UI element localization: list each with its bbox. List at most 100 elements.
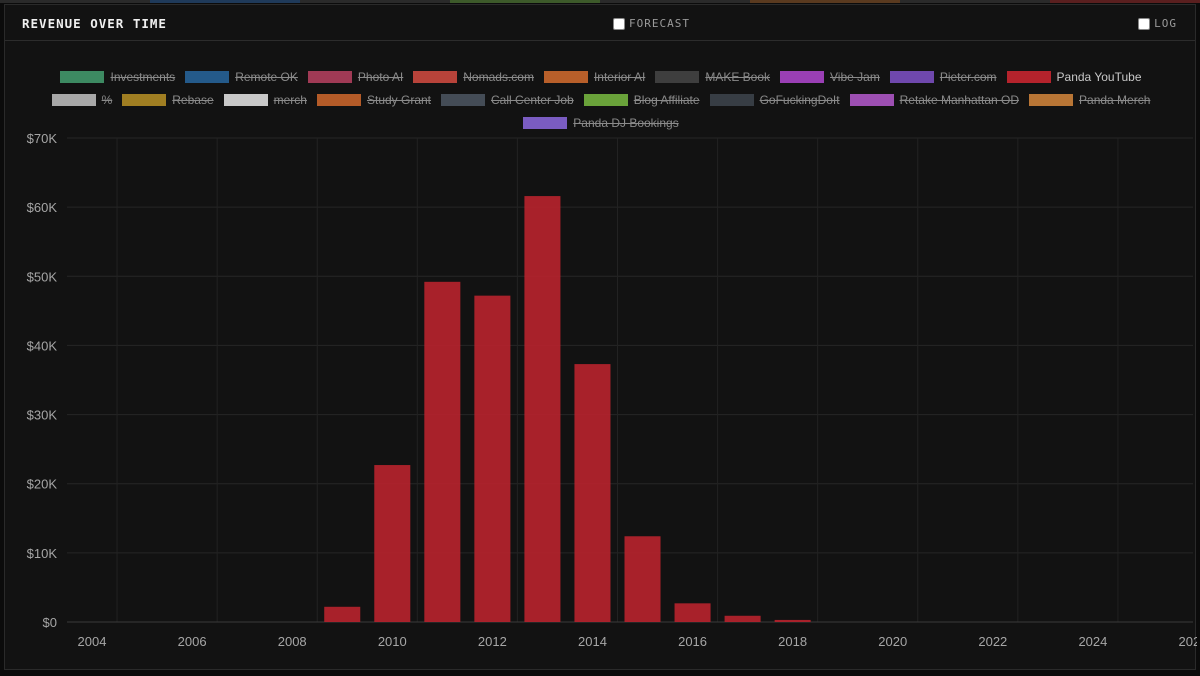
legend-swatch xyxy=(60,70,105,83)
legend-label: Retake Manhattan OD xyxy=(899,92,1020,107)
x-tick-label: 2016 xyxy=(678,634,707,649)
y-tick-label: $10K xyxy=(27,546,58,561)
bar-2014[interactable] xyxy=(574,364,611,622)
legend-swatch xyxy=(307,70,352,83)
forecast-label: FORECAST xyxy=(629,17,690,30)
x-tick-label: 2010 xyxy=(378,634,407,649)
x-tick-label: 2024 xyxy=(1078,634,1107,649)
bar-chart: $0 $10K $20K $30K $40K $50K $60K $70K 2004 2006 20… xyxy=(27,131,1197,649)
legend-item[interactable]: Panda DJ Bookings xyxy=(523,115,679,130)
legend-label: MAKE Book xyxy=(705,69,771,84)
legend-row: % Rebase merch Study Grant Call Center Job Bl… xyxy=(5,88,1197,111)
legend-item[interactable]: Rebase xyxy=(122,92,214,107)
y-tick-label: $60K xyxy=(27,200,58,215)
top-strip-segment xyxy=(1050,0,1200,3)
x-tick-label: 2006 xyxy=(178,634,207,649)
legend-swatch xyxy=(1029,93,1074,106)
x-tick-label: 2020 xyxy=(878,634,907,649)
x-tick-label: 2022 xyxy=(978,634,1007,649)
legend-item[interactable]: Pieter.com xyxy=(889,69,997,84)
y-tick-label: $0 xyxy=(43,615,57,630)
top-strip-segment xyxy=(0,0,150,3)
legend-swatch xyxy=(543,70,588,83)
legend-swatch xyxy=(1006,70,1051,83)
log-toggle[interactable]: LOG xyxy=(1138,17,1177,30)
legend-label: Vibe Jam xyxy=(830,69,880,84)
legend-item[interactable]: Panda Merch xyxy=(1029,93,1150,107)
legend-item[interactable]: Photo AI xyxy=(307,69,404,84)
legend-item[interactable]: Panda YouTube xyxy=(1006,69,1142,84)
legend-swatch xyxy=(889,70,934,83)
bar-2012[interactable] xyxy=(474,295,511,622)
legend-label: Study Grant xyxy=(366,92,432,107)
legend-label: Blog Affiliate xyxy=(633,92,700,107)
legend-swatch xyxy=(523,116,568,129)
bar-2011[interactable] xyxy=(424,281,461,622)
top-color-strip xyxy=(0,0,1200,3)
top-strip-segment xyxy=(300,0,450,3)
legend-swatch xyxy=(709,93,754,106)
y-tick-label: $50K xyxy=(27,269,58,284)
panel-title: REVENUE OVER TIME xyxy=(22,16,167,31)
legend-item[interactable]: GoFuckingDoIt xyxy=(709,93,840,107)
legend-swatch xyxy=(849,93,894,106)
legend-label: Investments xyxy=(110,69,176,84)
top-strip-segment xyxy=(900,0,1050,3)
legend-row: Investments Remote OK Photo AI Nomads.com In… xyxy=(5,65,1197,88)
x-tick-label: 2018 xyxy=(778,634,807,649)
bar-2010[interactable] xyxy=(374,465,411,622)
legend-item[interactable]: Call Center Job xyxy=(441,93,574,107)
forecast-toggle[interactable]: FORECAST xyxy=(613,17,690,30)
legend-label: Panda Merch xyxy=(1079,92,1151,107)
x-tick-label: 2012 xyxy=(478,634,507,649)
top-strip-segment xyxy=(450,0,600,3)
legend-item[interactable]: Vibe Jam xyxy=(780,70,880,84)
legend-swatch xyxy=(122,93,167,106)
legend-swatch xyxy=(316,93,361,106)
bar-2018[interactable] xyxy=(774,619,811,622)
legend-label: merch xyxy=(273,92,307,107)
forecast-checkbox[interactable] xyxy=(613,17,625,30)
bar-2015[interactable] xyxy=(624,536,661,622)
log-checkbox[interactable] xyxy=(1138,17,1151,30)
legend-item[interactable]: Nomads.com xyxy=(413,70,534,84)
legend-item[interactable]: Retake Manhattan OD xyxy=(849,92,1020,107)
top-strip-segment xyxy=(600,0,750,3)
legend-item[interactable]: Investments xyxy=(60,70,175,84)
bar-2017[interactable] xyxy=(724,615,761,622)
revenue-panel: REVENUE OVER TIME FORECAST LOG Investmen… xyxy=(4,4,1197,670)
legend-row: Panda DJ Bookings xyxy=(5,111,1197,134)
legend-item[interactable]: MAKE Book xyxy=(655,70,770,84)
legend-swatch xyxy=(185,70,230,83)
y-tick-label: $70K xyxy=(27,131,58,146)
x-tick-label: 2026 xyxy=(1179,634,1197,649)
legend-swatch xyxy=(413,70,458,83)
top-strip-segment xyxy=(750,0,900,3)
legend-label: Panda DJ Bookings xyxy=(573,115,679,130)
legend-swatch xyxy=(223,93,268,106)
legend-label: Call Center Job xyxy=(491,92,574,107)
legend-label: Photo AI xyxy=(357,69,404,84)
log-label: LOG xyxy=(1154,17,1177,30)
legend-item[interactable]: Blog Affiliate xyxy=(583,92,700,107)
y-tick-label: $30K xyxy=(27,408,58,423)
bar-2013[interactable] xyxy=(524,196,561,622)
top-strip-segment xyxy=(150,0,300,3)
legend-item[interactable]: merch xyxy=(223,92,307,107)
legend-label: Rebase xyxy=(172,92,214,107)
legend-item[interactable]: Study Grant xyxy=(316,92,432,107)
legend-label: Remote OK xyxy=(235,69,298,84)
legend-swatch xyxy=(780,70,825,83)
bar-2016[interactable] xyxy=(674,603,711,622)
legend-label: Pieter.com xyxy=(939,69,997,84)
x-tick-label: 2008 xyxy=(278,634,307,649)
x-tick-label: 2004 xyxy=(78,634,107,649)
legend-label: Nomads.com xyxy=(463,69,534,84)
legend-label: Panda YouTube xyxy=(1056,69,1142,84)
legend-item[interactable]: % xyxy=(51,93,112,107)
bar-2009[interactable] xyxy=(324,606,361,622)
legend-item[interactable]: Remote OK xyxy=(185,70,298,84)
legend-item[interactable]: Interior AI xyxy=(543,69,646,84)
legend-swatch xyxy=(655,70,700,83)
legend-label: Interior AI xyxy=(593,69,646,84)
